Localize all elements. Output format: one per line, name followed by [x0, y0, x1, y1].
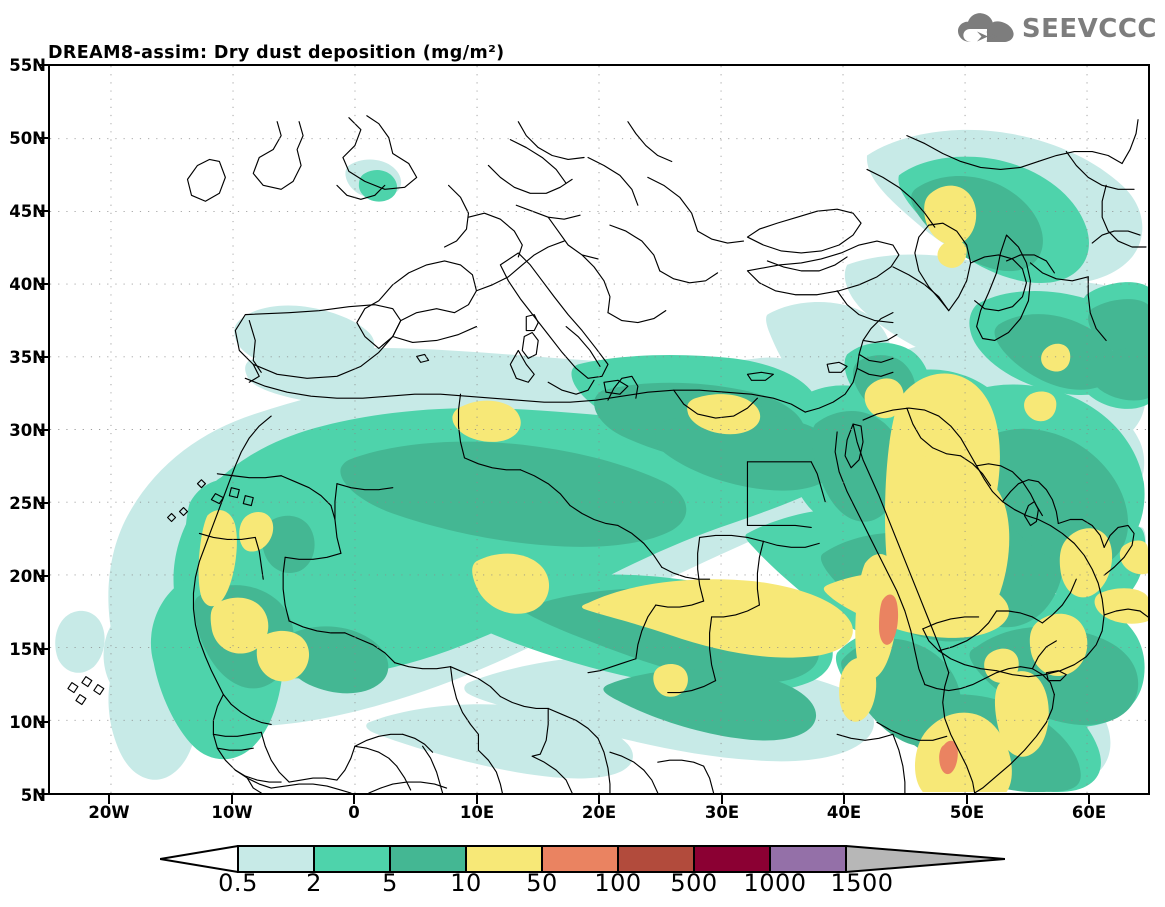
- x-tick: [721, 795, 723, 804]
- y-tick-label: 40N: [9, 275, 46, 294]
- colorbar-band-500: [693, 845, 771, 873]
- cloud-arrow-icon: [957, 13, 1014, 43]
- colorbar-tick-label: 1000: [743, 869, 807, 897]
- map-coastlines: [67, 115, 1148, 793]
- x-tick: [598, 795, 600, 804]
- y-tick-label: 25N: [9, 494, 46, 513]
- colorbar-tick-label: 2: [306, 869, 322, 897]
- colorbar-tick-label: 5: [382, 869, 398, 897]
- logo-text: SEEVCCC: [1021, 14, 1157, 44]
- y-tick: [38, 502, 48, 504]
- colorbar-tick-label: 500: [670, 869, 718, 897]
- y-tick: [38, 721, 48, 723]
- y-tick-label: 55N: [9, 56, 46, 75]
- dust-deposition-contour-plot: [50, 66, 1148, 793]
- y-tick-label: 5N: [20, 786, 46, 805]
- y-tick-label: 15N: [9, 640, 46, 659]
- y-tick-label: 50N: [9, 129, 46, 148]
- colorbar-tick-label: 10: [450, 869, 482, 897]
- colorbar-band-0_5: [237, 845, 315, 873]
- y-tick-label: 35N: [9, 348, 46, 367]
- x-tick-label: 60E: [1071, 803, 1107, 822]
- colorbar-tick-label: 1500: [830, 869, 894, 897]
- y-tick: [38, 356, 48, 358]
- page-title: DREAM8-assim: Dry dust deposition (mg/m²…: [48, 43, 505, 64]
- colorbar-band-1000: [769, 845, 847, 873]
- x-tick-label: 50E: [949, 803, 985, 822]
- y-tick-label: 45N: [9, 202, 46, 221]
- contour-fills: [55, 129, 1148, 793]
- colorbar-tick-label: 50: [526, 869, 558, 897]
- y-tick: [38, 283, 48, 285]
- colorbar-band-10: [465, 845, 543, 873]
- colorbar-tick-label: 100: [594, 869, 642, 897]
- x-tick: [108, 795, 110, 804]
- y-tick-label: 30N: [9, 421, 46, 440]
- map-plot-area: [48, 64, 1150, 795]
- colorbar-band-100: [617, 845, 695, 873]
- x-tick: [966, 795, 968, 804]
- colorbar-labels: 0.5 2 5 10 50 100 500 1000 1500: [0, 869, 1165, 903]
- x-tick-label: 20E: [581, 803, 617, 822]
- y-tick: [38, 137, 48, 139]
- x-tick: [231, 795, 233, 804]
- x-tick: [1088, 795, 1090, 804]
- colorbar-over-arrow: [845, 844, 1006, 874]
- x-tick-label: 10W: [211, 803, 253, 822]
- x-tick-label: 0: [348, 803, 360, 822]
- x-tick-label: 30E: [704, 803, 740, 822]
- colorbar-tick-label: 0.5: [218, 869, 258, 897]
- colorbar: [159, 844, 1006, 874]
- y-tick: [38, 575, 48, 577]
- y-tick: [38, 429, 48, 431]
- y-tick: [38, 64, 48, 66]
- x-tick-label: 20W: [88, 803, 130, 822]
- y-tick: [38, 648, 48, 650]
- colorbar-band-2: [313, 845, 391, 873]
- x-tick-label: 10E: [459, 803, 495, 822]
- y-tick: [38, 210, 48, 212]
- colorbar-swatches: [159, 844, 1006, 874]
- x-tick: [843, 795, 845, 804]
- colorbar-band-50: [541, 845, 619, 873]
- y-tick-label: 10N: [9, 713, 46, 732]
- x-tick-label: 40E: [826, 803, 862, 822]
- x-tick: [353, 795, 355, 804]
- seevccc-logo: SEEVCCC: [957, 12, 1157, 46]
- x-tick: [476, 795, 478, 804]
- y-tick-label: 20N: [9, 567, 46, 586]
- y-tick: [38, 793, 48, 795]
